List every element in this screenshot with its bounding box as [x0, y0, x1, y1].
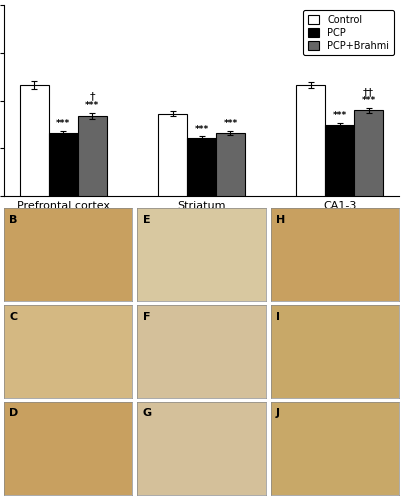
Text: D: D — [9, 408, 19, 418]
Text: C: C — [9, 312, 17, 322]
Bar — [325, 124, 354, 196]
Text: †: † — [89, 92, 95, 102]
Bar — [187, 138, 216, 196]
Bar — [354, 110, 383, 196]
Text: E: E — [143, 214, 150, 224]
Bar — [49, 132, 78, 196]
Text: ***: *** — [194, 125, 209, 134]
Text: ***: *** — [56, 120, 71, 128]
Text: B: B — [9, 214, 18, 224]
Legend: Control, PCP, PCP+Brahmi: Control, PCP, PCP+Brahmi — [303, 10, 394, 56]
Bar — [20, 85, 49, 196]
Text: ***: *** — [85, 101, 100, 110]
Text: ***: *** — [332, 111, 347, 120]
Text: G: G — [143, 408, 152, 418]
Text: ***: *** — [361, 96, 376, 106]
Text: J: J — [276, 408, 280, 418]
Bar — [158, 114, 187, 196]
Text: ††: †† — [363, 87, 374, 97]
Text: H: H — [276, 214, 285, 224]
Bar — [78, 116, 107, 196]
Text: ***: *** — [223, 120, 238, 128]
Text: I: I — [276, 312, 280, 322]
Bar — [216, 132, 245, 196]
Text: F: F — [143, 312, 150, 322]
Bar — [296, 86, 325, 196]
